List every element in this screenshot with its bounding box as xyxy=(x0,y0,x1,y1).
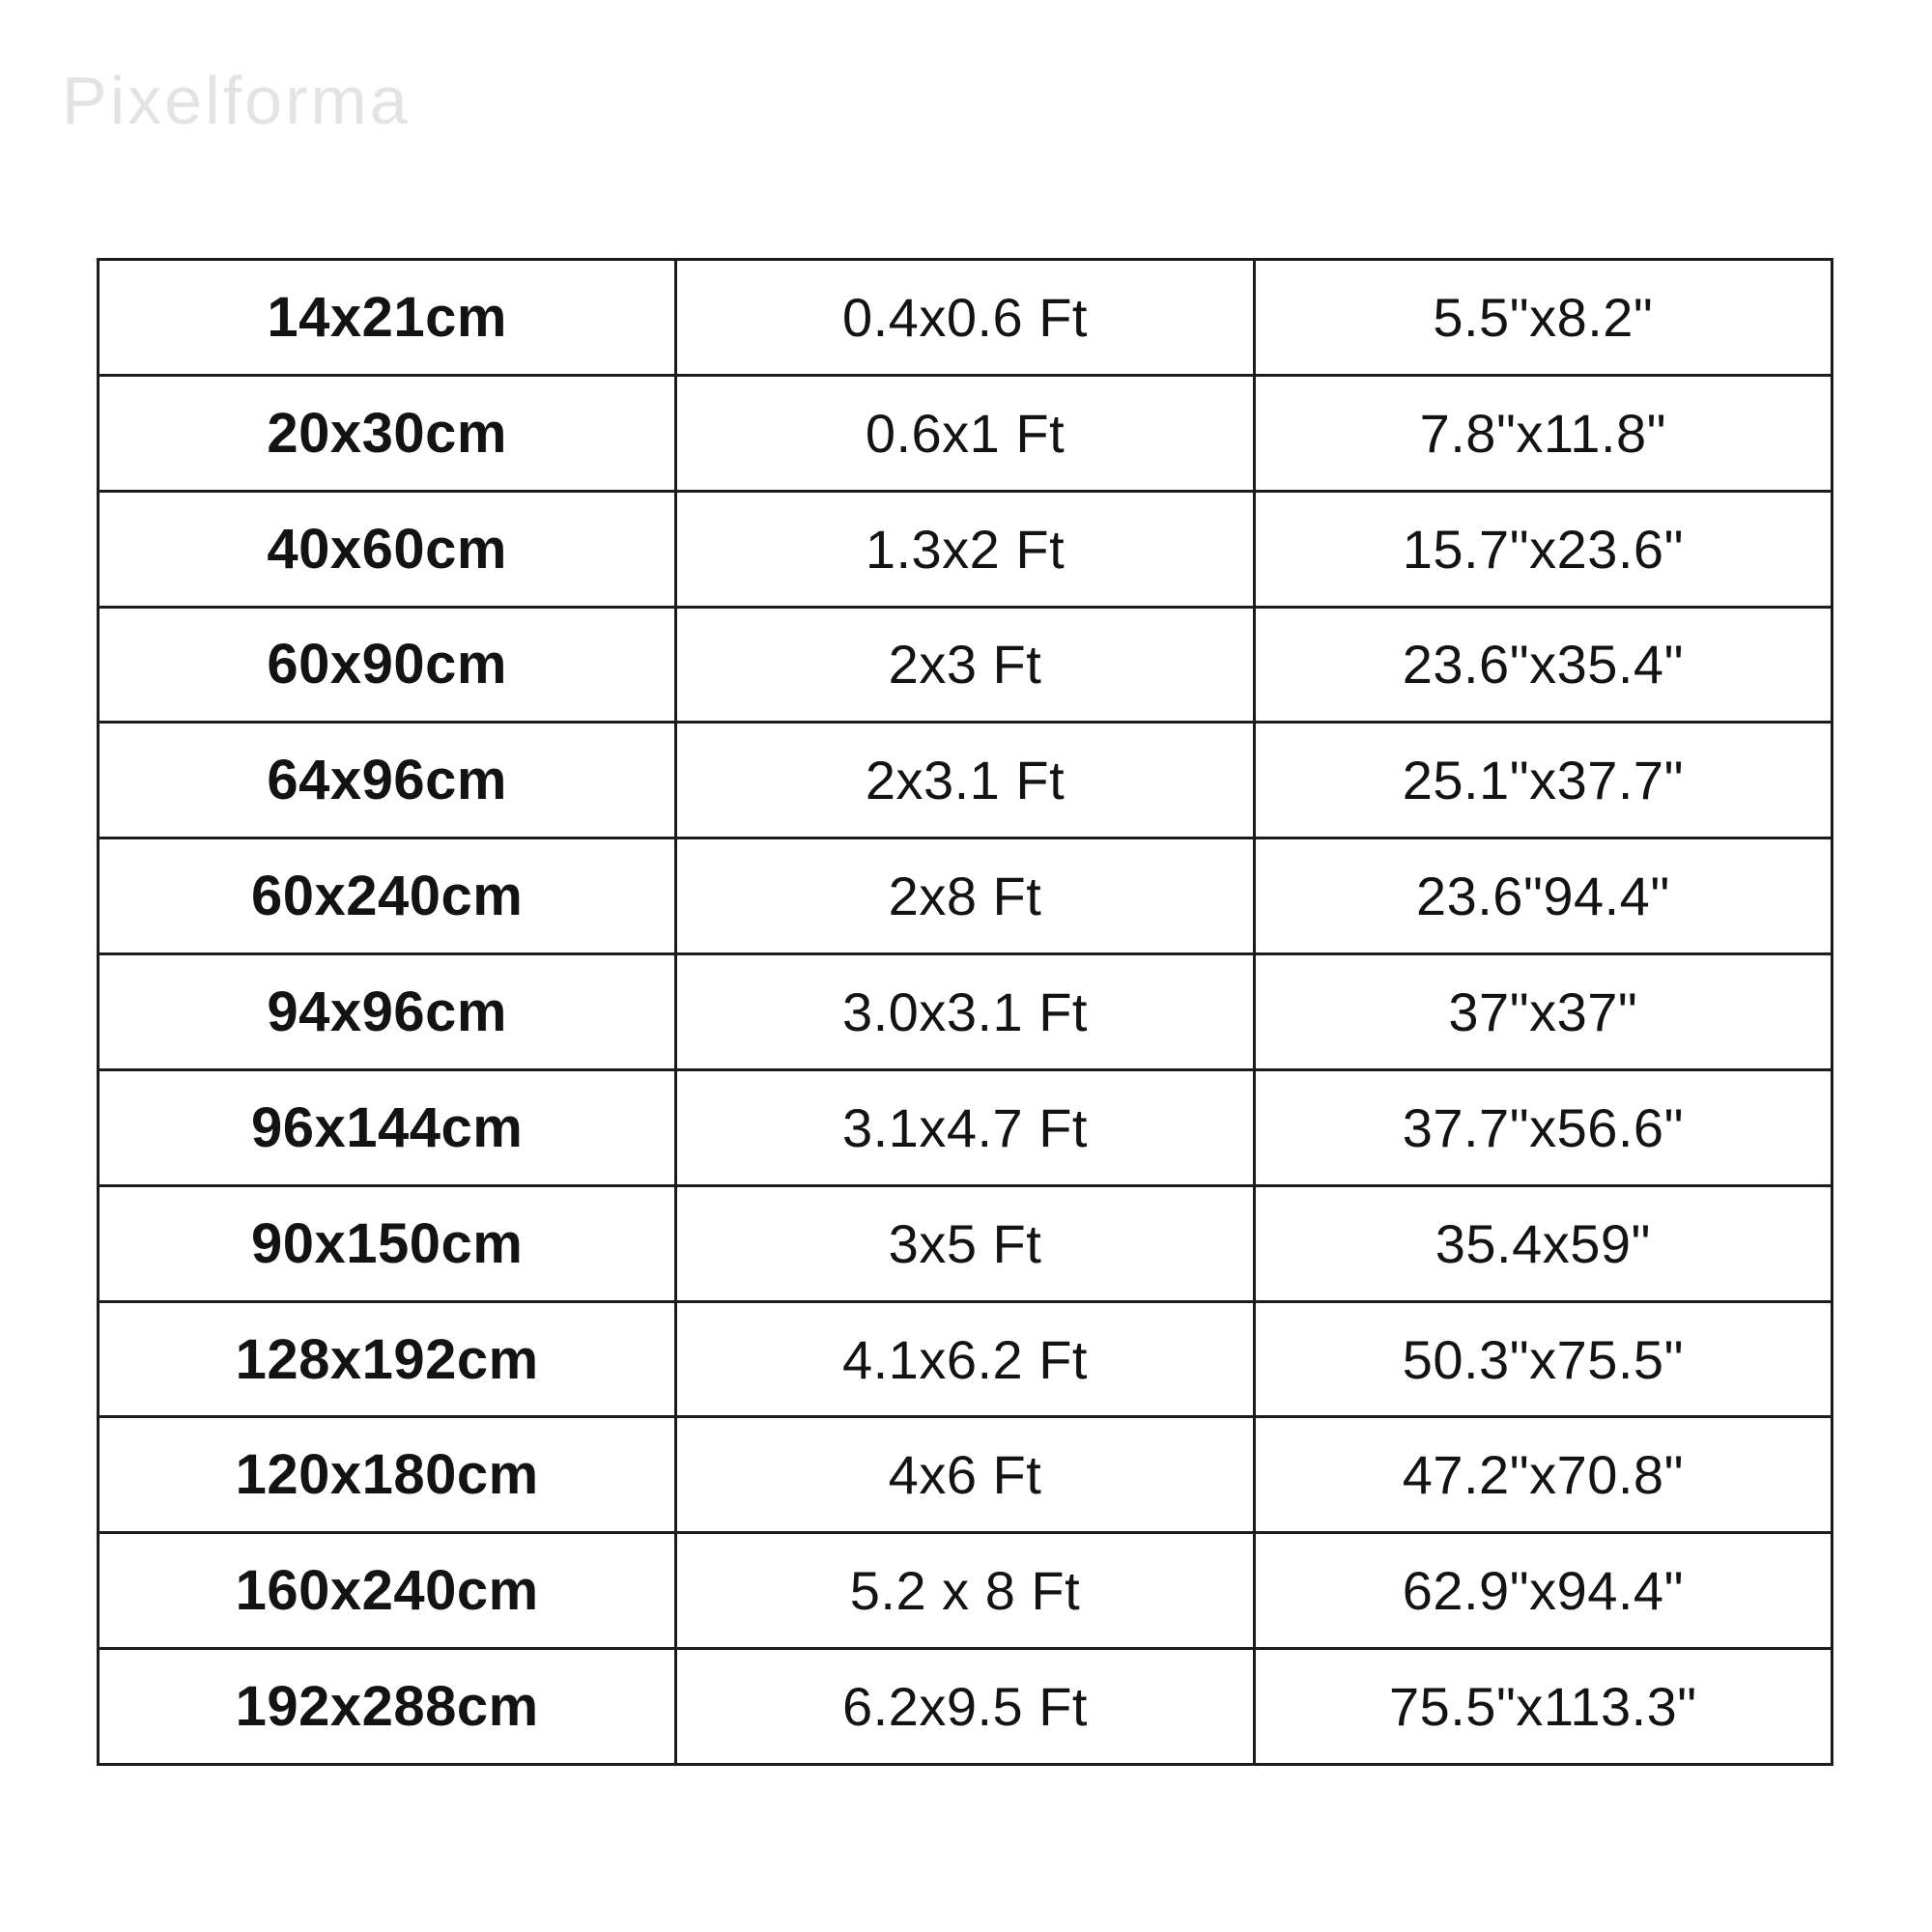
table-row: 20x30cm 0.6x1 Ft 7.8"x11.8" xyxy=(96,373,1834,493)
size-conversion-table: 14x21cm 0.4x0.6 Ft 5.5"x8.2" 20x30cm 0.6… xyxy=(96,258,1834,1766)
table-row: 96x144cm 3.1x4.7 Ft 37.7"x56.6" xyxy=(96,1067,1834,1187)
cell-feet: 0.4x0.6 Ft xyxy=(674,258,1256,377)
cell-inch: 7.8"x11.8" xyxy=(1252,373,1834,493)
cell-feet: 3x5 Ft xyxy=(674,1183,1256,1303)
cell-inch: 35.4x59" xyxy=(1252,1183,1834,1303)
cell-cm: 60x240cm xyxy=(96,837,678,956)
table-row: 120x180cm 4x6 Ft 47.2"x70.8" xyxy=(96,1415,1834,1535)
cell-cm: 20x30cm xyxy=(96,373,678,493)
cell-feet: 6.2x9.5 Ft xyxy=(674,1647,1256,1766)
cell-inch: 62.9"x94.4" xyxy=(1252,1531,1834,1651)
cell-inch: 37"x37" xyxy=(1252,952,1834,1071)
cell-cm: 40x60cm xyxy=(96,489,678,609)
cell-cm: 64x96cm xyxy=(96,721,678,840)
table-row: 160x240cm 5.2 x 8 Ft 62.9"x94.4" xyxy=(96,1531,1834,1651)
cell-inch: 23.6"x35.4" xyxy=(1252,605,1834,724)
cell-feet: 4x6 Ft xyxy=(674,1415,1256,1535)
cell-cm: 94x96cm xyxy=(96,952,678,1071)
cell-cm: 14x21cm xyxy=(96,258,678,377)
cell-cm: 60x90cm xyxy=(96,605,678,724)
cell-feet: 4.1x6.2 Ft xyxy=(674,1299,1256,1419)
cell-cm: 192x288cm xyxy=(96,1647,678,1766)
table-row: 192x288cm 6.2x9.5 Ft 75.5"x113.3" xyxy=(96,1647,1834,1766)
table-row: 94x96cm 3.0x3.1 Ft 37"x37" xyxy=(96,952,1834,1071)
cell-feet: 2x8 Ft xyxy=(674,837,1256,956)
cell-feet: 5.2 x 8 Ft xyxy=(674,1531,1256,1651)
table-row: 90x150cm 3x5 Ft 35.4x59" xyxy=(96,1183,1834,1303)
cell-cm: 120x180cm xyxy=(96,1415,678,1535)
cell-cm: 160x240cm xyxy=(96,1531,678,1651)
cell-feet: 3.1x4.7 Ft xyxy=(674,1067,1256,1187)
brand-logo: Pixelforma xyxy=(62,63,411,138)
cell-inch: 75.5"x113.3" xyxy=(1252,1647,1834,1766)
table-row: 40x60cm 1.3x2 Ft 15.7"x23.6" xyxy=(96,489,1834,609)
cell-feet: 0.6x1 Ft xyxy=(674,373,1256,493)
cell-inch: 47.2"x70.8" xyxy=(1252,1415,1834,1535)
cell-inch: 37.7"x56.6" xyxy=(1252,1067,1834,1187)
table-row: 64x96cm 2x3.1 Ft 25.1"x37.7" xyxy=(96,721,1834,840)
cell-feet: 3.0x3.1 Ft xyxy=(674,952,1256,1071)
cell-inch: 50.3"x75.5" xyxy=(1252,1299,1834,1419)
cell-inch: 5.5"x8.2" xyxy=(1252,258,1834,377)
table-row: 14x21cm 0.4x0.6 Ft 5.5"x8.2" xyxy=(96,258,1834,377)
cell-inch: 23.6"94.4" xyxy=(1252,837,1834,956)
cell-inch: 15.7"x23.6" xyxy=(1252,489,1834,609)
table-row: 128x192cm 4.1x6.2 Ft 50.3"x75.5" xyxy=(96,1299,1834,1419)
cell-feet: 2x3.1 Ft xyxy=(674,721,1256,840)
table-row: 60x90cm 2x3 Ft 23.6"x35.4" xyxy=(96,605,1834,724)
table-row: 60x240cm 2x8 Ft 23.6"94.4" xyxy=(96,837,1834,956)
cell-feet: 2x3 Ft xyxy=(674,605,1256,724)
cell-cm: 90x150cm xyxy=(96,1183,678,1303)
cell-cm: 128x192cm xyxy=(96,1299,678,1419)
cell-inch: 25.1"x37.7" xyxy=(1252,721,1834,840)
cell-feet: 1.3x2 Ft xyxy=(674,489,1256,609)
cell-cm: 96x144cm xyxy=(96,1067,678,1187)
